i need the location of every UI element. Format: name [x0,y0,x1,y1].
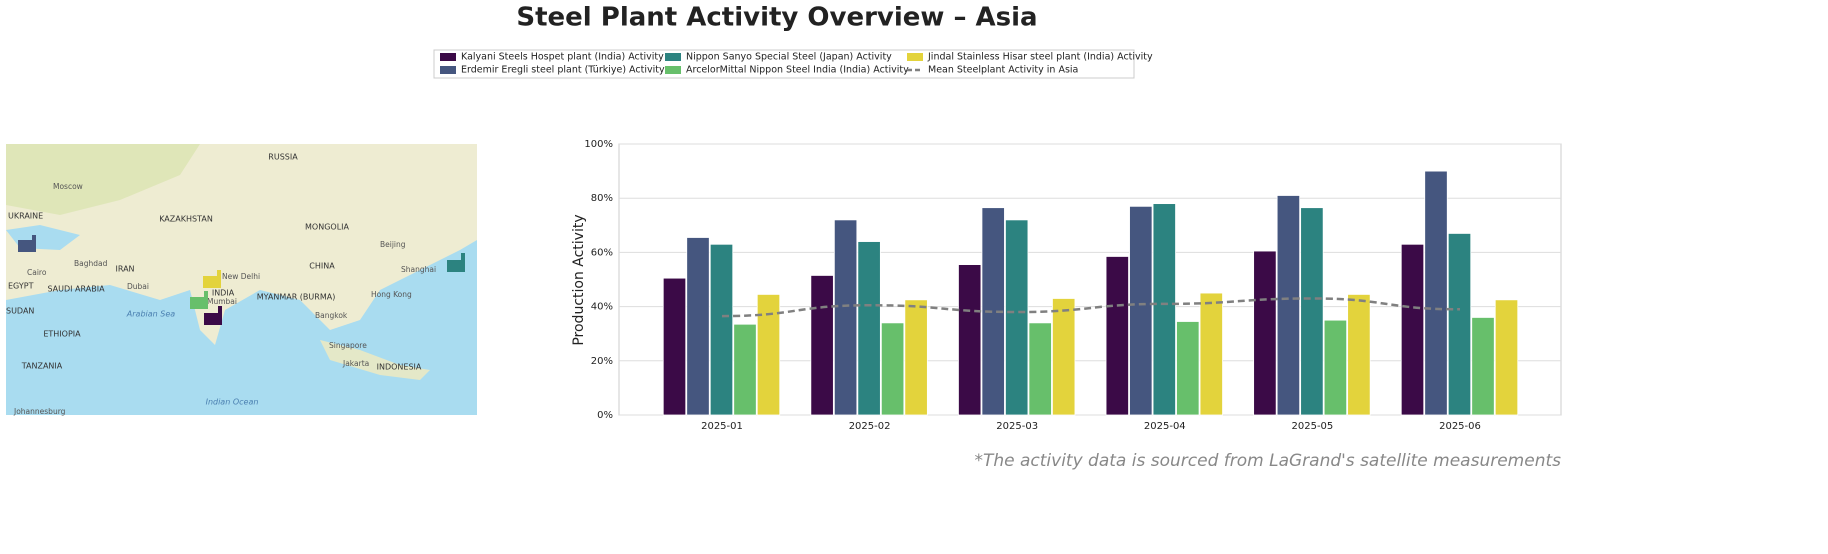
map-label: CHINA [309,262,335,271]
plant-icon [447,253,465,272]
map-label: MYANMAR (BURMA) [257,293,336,302]
map-label: Jakarta [342,359,369,368]
bar [981,207,1005,416]
bar [686,237,710,416]
bar [833,219,858,416]
y-tick-label: 0% [597,410,613,421]
y-tick-label: 80% [591,193,613,204]
bar [1447,233,1472,416]
map-label: SAUDI ARABIA [47,285,105,294]
map-ocean [6,240,477,415]
map-label: Cairo [27,268,47,277]
y-tick-label: 60% [591,247,613,258]
y-tick-label: 100% [584,139,613,150]
bar [1494,299,1519,416]
map-label: New Delhi [222,272,260,281]
bar [857,241,881,416]
map-label: Hong Kong [371,290,412,299]
bar [1323,319,1348,416]
plant-icon [18,235,36,252]
map-label: TANZANIA [21,362,63,371]
x-tick-label: 2025-06 [1439,421,1481,432]
map-label: Mumbai [207,297,237,306]
map-label: Dubai [127,282,149,291]
bar [1105,256,1129,416]
map-label: Singapore [329,341,367,350]
legend-label: Jindal Stainless Hisar steel plant (Indi… [927,52,1153,63]
map-label: Bangkok [315,311,348,320]
bar [1152,203,1176,416]
map-island [320,340,430,380]
plant-icon [203,270,221,288]
x-tick-label: 2025-01 [701,421,743,432]
map-label: Shanghai [401,265,436,274]
bar [1052,298,1076,416]
plant-icon [204,306,222,325]
map-label: KAZAKHSTAN [159,215,213,224]
bar [1471,317,1495,416]
x-tick-label: 2025-02 [849,421,891,432]
legend-swatch [665,66,681,74]
bar [904,299,928,416]
footnote: *The activity data is sourced from LaGra… [974,451,1561,471]
legend-swatch [440,66,456,74]
x-tick-label: 2025-03 [996,421,1038,432]
bar [1199,292,1223,416]
legend-label: Erdemir Eregli steel plant (Türkiye) Act… [461,65,665,76]
y-tick-label: 40% [591,302,613,313]
x-tick-label: 2025-05 [1292,421,1334,432]
bar [1176,321,1200,416]
map-label: EGYPT [8,282,34,291]
map: RUSSIA Moscow UKRAINE KAZAKHSTAN MONGOLI… [6,144,477,416]
bar [1276,195,1301,416]
bar [1300,207,1324,416]
bar [1028,322,1052,416]
legend-swatch [665,53,681,61]
map-label: INDIA [212,289,235,298]
x-tick-label: 2025-04 [1144,421,1186,432]
bar [1424,170,1448,416]
legend-swatch [907,53,923,61]
bar [958,264,982,416]
map-label: RUSSIA [268,153,298,162]
y-axis-label: Production Activity [571,214,587,345]
bar [1347,294,1371,416]
map-label: MONGOLIA [305,223,349,232]
bar [733,323,757,416]
plant-icon [190,291,208,309]
map-label: UKRAINE [8,212,43,221]
map-label: Moscow [53,182,83,191]
y-tick-label: 20% [591,356,613,367]
chart-title: Steel Plant Activity Overview – Asia [516,3,1037,33]
map-label: Arabian Sea [126,310,175,319]
bar [1005,219,1029,416]
legend-label: Kalyani Steels Hospet plant (India) Acti… [461,52,664,63]
bar [880,322,905,416]
legend-label: Mean Steelplant Activity in Asia [928,65,1078,76]
bar [1129,205,1153,416]
map-land-green [6,144,200,215]
legend-swatch [440,53,456,61]
bar [1253,250,1277,416]
legend-label: ArcelorMittal Nippon Steel India (India)… [686,65,909,76]
map-label: SUDAN [6,307,34,316]
map-label: Indian Ocean [206,398,259,407]
map-label: Baghdad [74,259,108,268]
legend-box [433,49,1135,79]
map-label: Beijing [380,240,406,249]
map-label: ETHIOPIA [43,330,81,339]
map-label: IRAN [115,265,134,274]
bar [709,243,734,416]
legend: Kalyani Steels Hospet plant (India) Acti… [440,52,1153,76]
bar [810,275,834,416]
map-label: Johannesburg [13,407,66,416]
mean-line [721,297,1461,318]
bar [756,294,781,416]
bar [662,277,687,416]
legend-label: Nippon Sanyo Special Steel (Japan) Activ… [686,52,892,63]
bar [1400,243,1425,416]
map-label: INDONESIA [377,363,422,372]
